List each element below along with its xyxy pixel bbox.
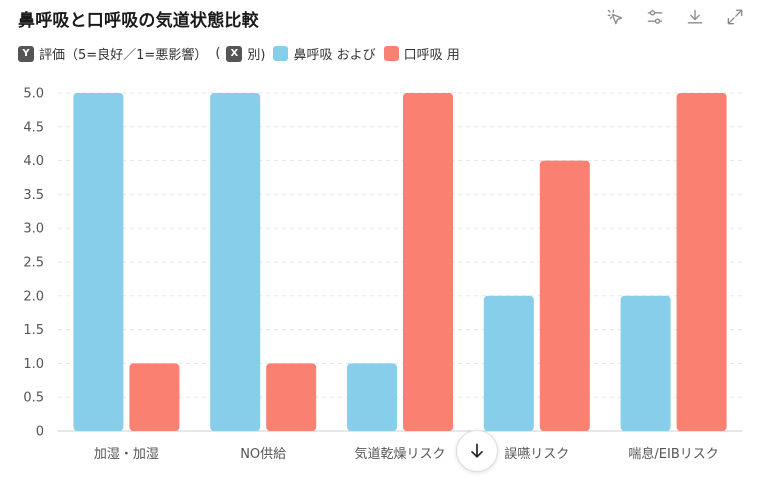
- bar-nasal[interactable]: [73, 93, 124, 431]
- x-tick-label: 気道乾燥リスク: [354, 446, 445, 462]
- x-tick-label: 誤嚥リスク: [504, 446, 569, 462]
- y-tick-label: 4.0: [23, 154, 44, 169]
- sliders-icon[interactable]: [642, 4, 668, 30]
- bar-nasal[interactable]: [620, 295, 671, 431]
- y-tick-label: 1.0: [23, 357, 44, 372]
- y-tick-label: 2.5: [23, 256, 44, 271]
- download-icon[interactable]: [682, 4, 708, 30]
- bar-nasal[interactable]: [210, 93, 261, 431]
- y-tick-label: 0: [36, 425, 44, 440]
- y-tick-label: 3.5: [23, 188, 44, 203]
- legend-item-oral[interactable]: 口呼吸 用: [383, 44, 460, 63]
- legend-label-oral: 口呼吸 用: [403, 48, 460, 63]
- x-axis-badge: X: [226, 45, 243, 62]
- legend-paren-open: (: [215, 46, 221, 61]
- bar-oral[interactable]: [676, 93, 727, 431]
- bar-oral[interactable]: [403, 93, 453, 431]
- legend-swatch-oral: [383, 46, 399, 61]
- chart-title: 鼻呼吸と口呼吸の気道状態比較: [18, 11, 259, 31]
- y-tick-label: 5.0: [23, 87, 44, 102]
- legend-swatch-nasal: [273, 46, 289, 61]
- legend-item-nasal[interactable]: 鼻呼吸 および: [273, 44, 376, 63]
- x-tick-label: 喘息/EIBリスク: [628, 446, 718, 462]
- y-tick-label: 0.5: [23, 391, 44, 406]
- legend-label-nasal: 鼻呼吸 および: [293, 48, 376, 63]
- bar-nasal[interactable]: [347, 363, 397, 431]
- bar-oral[interactable]: [129, 363, 180, 431]
- y-axis-legend-label: 評価（5=良好／1=悪影響）: [39, 48, 208, 63]
- y-axis-badge: Y: [18, 45, 34, 62]
- bar-oral[interactable]: [539, 160, 590, 431]
- bar-oral[interactable]: [266, 363, 317, 431]
- bar-nasal[interactable]: [483, 295, 534, 431]
- chart-legend: Y 評価（5=良好／1=悪影響） ( X 別) 鼻呼吸 および 口呼吸 用: [18, 44, 468, 63]
- x-tick-label: 加湿・加湿: [94, 447, 159, 462]
- y-tick-label: 1.5: [23, 323, 44, 338]
- chart-toolbar: [602, 4, 748, 30]
- y-tick-label: 4.5: [23, 120, 44, 135]
- y-tick-label: 2.0: [23, 289, 44, 304]
- arrow-down-icon: [471, 443, 483, 458]
- x-tick-label: NO供給: [240, 447, 286, 462]
- scroll-down-button[interactable]: [456, 430, 498, 472]
- expand-icon[interactable]: [722, 4, 748, 30]
- cursor-select-icon[interactable]: [602, 4, 628, 30]
- y-tick-label: 3.0: [23, 222, 44, 237]
- x-axis-legend-label: 別): [247, 48, 266, 63]
